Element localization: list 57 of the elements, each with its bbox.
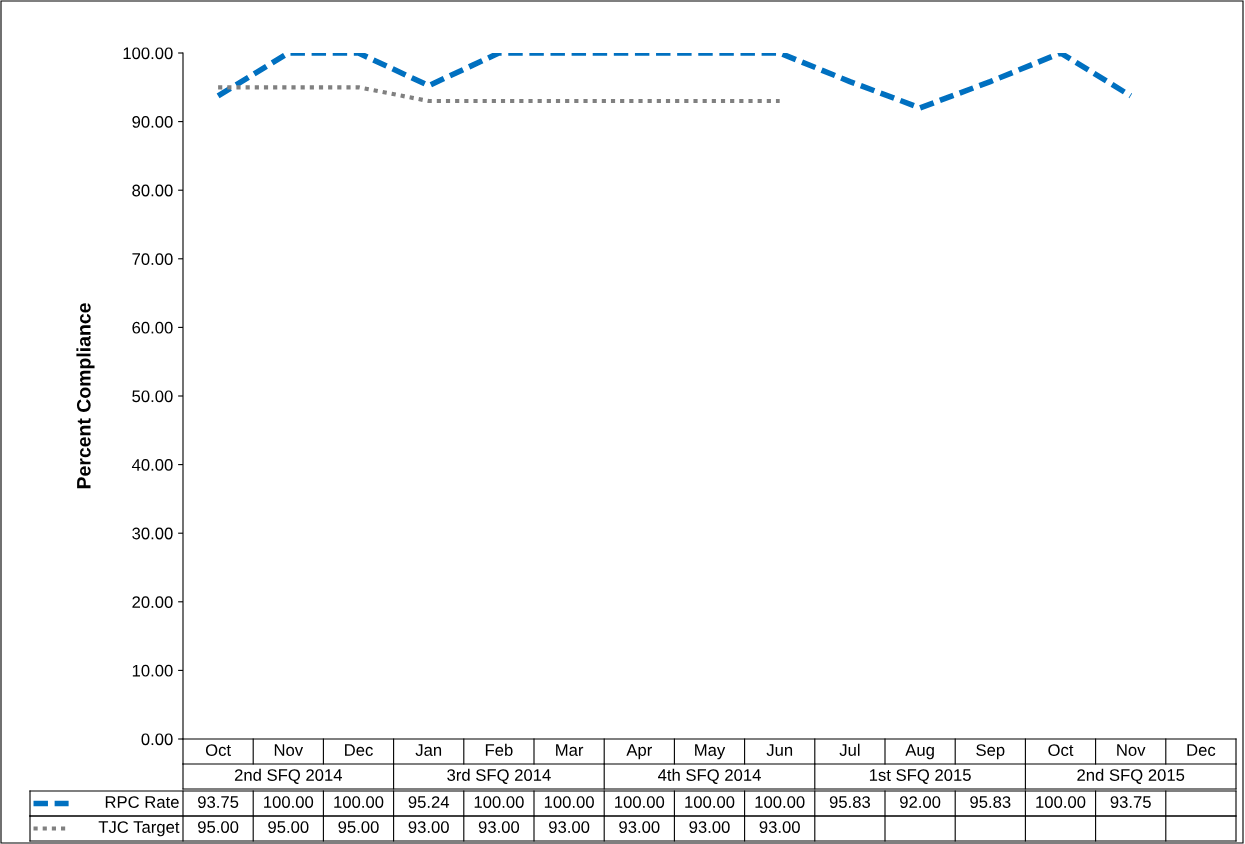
data-label: 93.75 bbox=[1110, 796, 1151, 808]
data-label: 100.00 bbox=[474, 796, 524, 808]
data-label: 92.00 bbox=[900, 796, 941, 808]
y-tick-label: 40.00 bbox=[131, 459, 173, 471]
data-label: 93.00 bbox=[619, 821, 660, 833]
data-label: 95.00 bbox=[198, 821, 239, 833]
data-label: 100.00 bbox=[1036, 796, 1086, 808]
data-label: 95.83 bbox=[970, 796, 1011, 808]
data-label: 95.24 bbox=[408, 796, 450, 808]
x-tick-label: Oct bbox=[205, 744, 231, 756]
data-label: 100.00 bbox=[334, 796, 384, 808]
data-label: 93.00 bbox=[549, 821, 590, 833]
data-label: 93.00 bbox=[759, 821, 800, 833]
x-tick-label: Jun bbox=[766, 744, 793, 756]
x-tick-label: Feb bbox=[485, 743, 513, 756]
y-tick-label: 70.00 bbox=[132, 253, 173, 265]
data-label: 100.00 bbox=[544, 796, 594, 808]
text: 3rd SFQ 2014 bbox=[447, 768, 551, 784]
text: 2nd SFQ 2015 bbox=[1077, 768, 1185, 784]
data-label: 93.00 bbox=[689, 821, 730, 833]
x-tick-label: Sep bbox=[976, 744, 1005, 760]
y-tick-label: 50.00 bbox=[132, 390, 173, 403]
text: 1st SFQ 2015 bbox=[869, 769, 971, 784]
legend-label: TJC Target bbox=[98, 821, 180, 837]
x-tick-label: Jul bbox=[839, 743, 860, 756]
y-tick-label: 100.00 bbox=[123, 47, 173, 60]
x-tick-label: Nov bbox=[1117, 744, 1146, 756]
y-tick-label: 0.00 bbox=[141, 733, 173, 746]
text: 2nd SFQ 2014 bbox=[234, 768, 343, 784]
legend-label: RPC Rate bbox=[105, 796, 179, 808]
x-tick-label: Oct bbox=[1048, 744, 1074, 756]
x-tick-label: Nov bbox=[274, 744, 304, 756]
text: 4th SFQ 2014 bbox=[658, 768, 761, 784]
y-tick-label: 80.00 bbox=[132, 184, 173, 197]
data-label: 93.00 bbox=[478, 821, 520, 833]
data-label: 100.00 bbox=[685, 796, 735, 808]
y-tick-label: 60.00 bbox=[132, 321, 173, 334]
data-label: 95.00 bbox=[268, 821, 309, 833]
data-label: 95.83 bbox=[829, 796, 871, 808]
y-axis-title: Percent Compliance bbox=[76, 303, 95, 489]
x-tick-label: Jan bbox=[415, 744, 442, 756]
x-tick-label: Mar bbox=[556, 744, 584, 756]
y-tick-label: 30.00 bbox=[132, 527, 173, 540]
y-tick-label: 10.00 bbox=[132, 664, 173, 677]
x-tick-label: Apr bbox=[626, 744, 652, 760]
y-tick-label: 90.00 bbox=[132, 116, 173, 128]
data-label: 100.00 bbox=[755, 796, 805, 808]
y-tick-label: 20.00 bbox=[132, 596, 173, 608]
x-tick-label: Aug bbox=[905, 744, 934, 760]
data-label: 100.00 bbox=[615, 796, 665, 808]
x-tick-label: Dec bbox=[345, 744, 373, 756]
x-tick-label: May bbox=[695, 744, 726, 760]
data-label: 95.00 bbox=[338, 821, 379, 833]
data-label: 93.00 bbox=[408, 821, 449, 833]
data-label: 100.00 bbox=[264, 796, 314, 808]
data-label: 93.75 bbox=[198, 796, 239, 808]
x-tick-label: Dec bbox=[1187, 744, 1216, 756]
